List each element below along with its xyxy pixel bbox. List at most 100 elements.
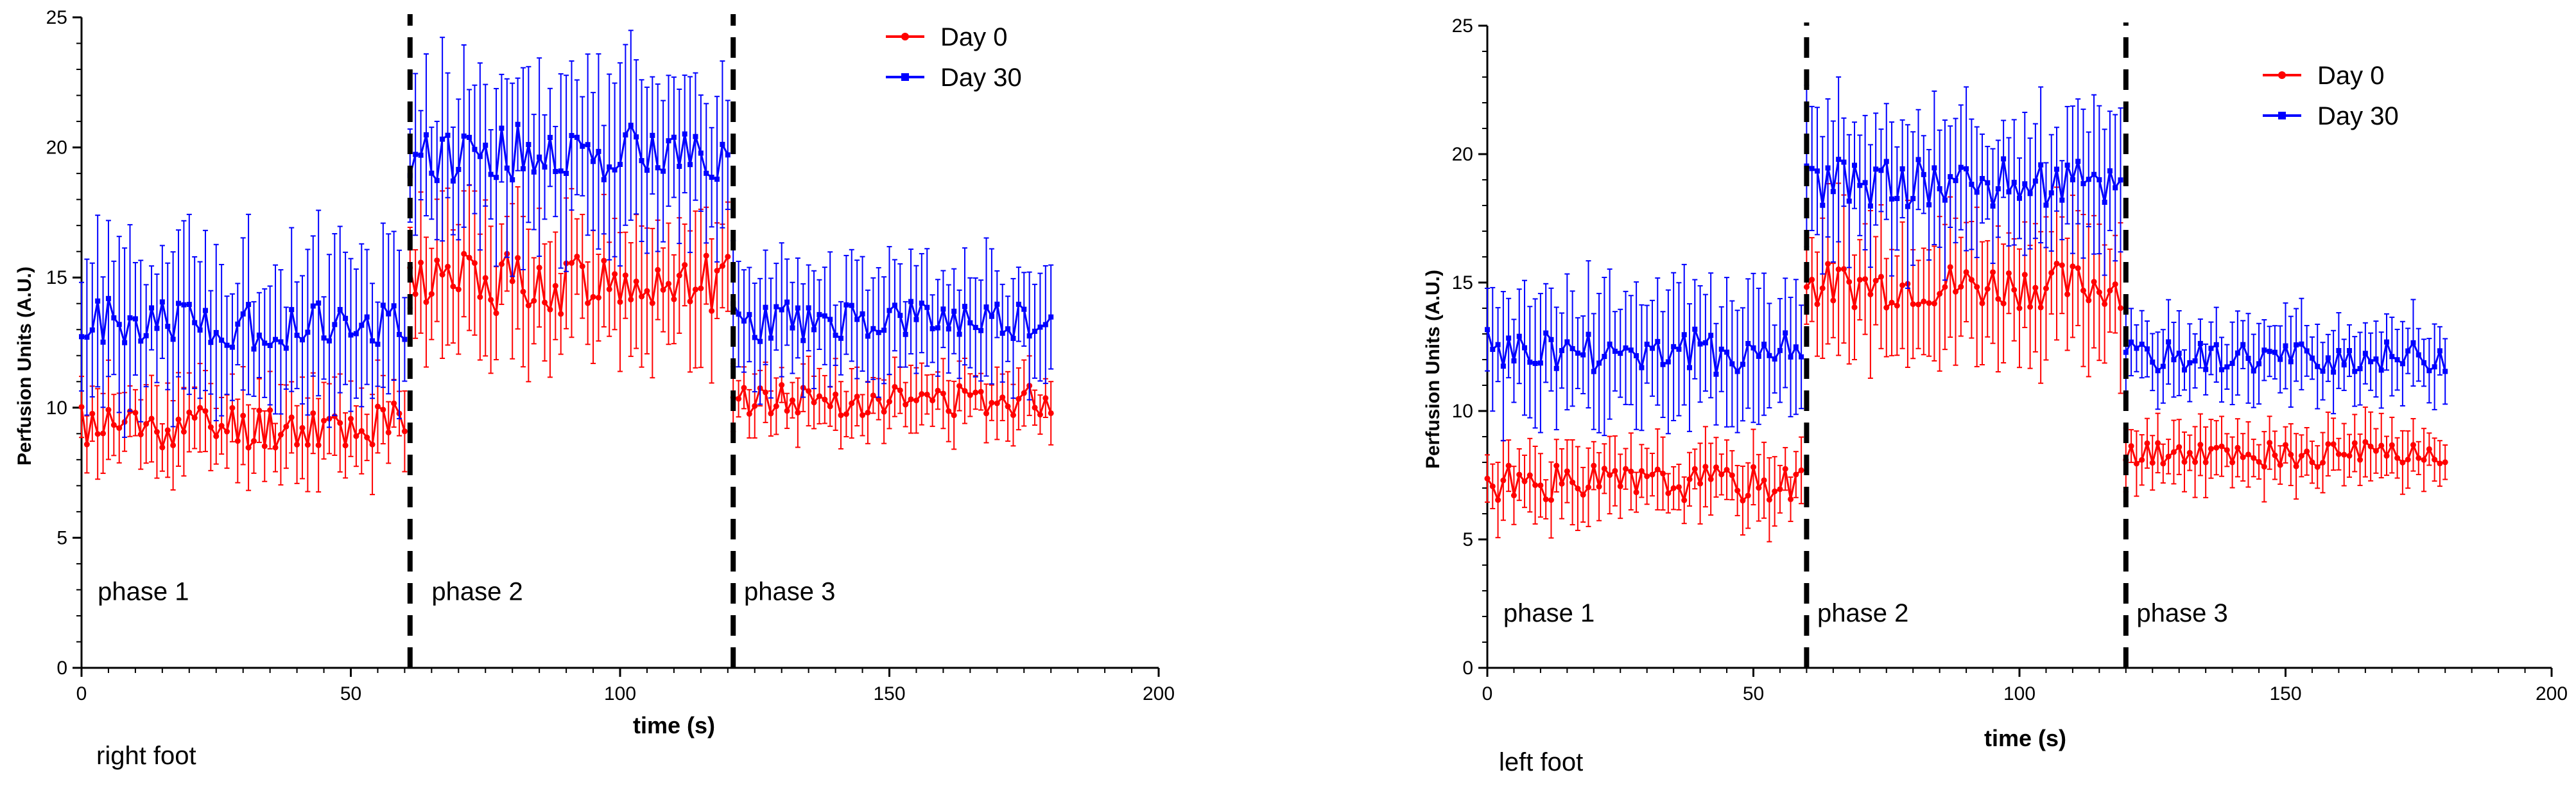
right-day30-point (273, 336, 279, 342)
right-day0-point (666, 281, 672, 287)
left-day0-point (2416, 455, 2422, 461)
left-day30-point (1772, 356, 1777, 362)
left-day30-point (1878, 168, 1884, 173)
right-day0-point (175, 416, 182, 423)
right-day30-point (397, 331, 402, 337)
left-day30-point (2288, 359, 2294, 365)
left-day30-point (2171, 357, 2177, 363)
right-day0-point (714, 268, 720, 274)
right-day30-point (186, 302, 192, 308)
left-day30-point (1527, 359, 1533, 365)
left-day0-point (1867, 291, 1874, 297)
right-day30-point (644, 168, 650, 173)
right-day0-point (261, 443, 268, 450)
left-day30-point (2421, 360, 2427, 365)
right-day30-point (499, 125, 505, 131)
right-day0-point (180, 428, 187, 435)
right-day30-point (687, 162, 693, 168)
left-day0-point (2298, 453, 2304, 459)
right-day30-point (569, 133, 575, 139)
left-day0-point (1772, 488, 1778, 494)
right-day30-point (434, 178, 440, 184)
right-day30-point (736, 311, 741, 317)
left-day30-point (2309, 355, 2315, 361)
right-day30-point (585, 142, 591, 148)
right-day30-point (838, 335, 843, 341)
left-day30-point (2410, 340, 2416, 345)
right-x-tick-label: 50 (340, 683, 361, 704)
right-day0-point (983, 410, 990, 417)
right-day30-point (116, 322, 122, 328)
left-day0-point (1654, 466, 1661, 473)
right-plot-area: 0 50 100 150 200 0 5 10 15 20 25 (46, 7, 1175, 704)
right-day0-point (671, 296, 677, 302)
right-day0-point (434, 257, 440, 263)
right-day30-point (154, 326, 160, 331)
right-day30-point (989, 313, 994, 319)
left-day30-point (2123, 349, 2129, 355)
left-day30-point (1857, 182, 1863, 188)
left-day0-point (2325, 441, 2331, 447)
right-day30-point (999, 330, 1005, 336)
right-day30-point (962, 304, 967, 310)
right-day0-point (919, 391, 925, 397)
left-day30-point (2096, 177, 2102, 182)
left-day0-point (1623, 466, 1629, 472)
right-day30-point (919, 301, 924, 306)
left-day0-point (1617, 483, 1623, 489)
left-day0-point (1500, 477, 1507, 484)
left-day0-point (1984, 286, 1991, 292)
right-day0-point (585, 300, 591, 306)
right-day0-point (967, 392, 973, 398)
right-day30-point (402, 336, 408, 342)
right-day30-point (972, 324, 978, 330)
left-day30-point (1697, 341, 1703, 347)
right-day30-point (607, 164, 612, 170)
right-day30-point (418, 152, 424, 158)
right-day0-point (153, 429, 160, 435)
right-day30-point (138, 338, 144, 344)
right-day0-point (725, 254, 731, 260)
right-day30-point (488, 171, 494, 177)
left-day30-point (2304, 348, 2310, 354)
right-day0-point (218, 423, 225, 429)
left-day0-point (1915, 301, 1921, 308)
right-day30-point (440, 136, 445, 142)
left-y-axis-title: Perfusion Units (A.U.) (1422, 270, 1444, 469)
left-day30-point (2059, 197, 2065, 203)
left-day30-point (2219, 367, 2225, 372)
left-day0-point (2267, 439, 2273, 446)
right-day0-point (89, 410, 96, 417)
left-day30-point (1623, 345, 1629, 351)
right-day30-point (967, 320, 973, 326)
left-day30-point (2320, 368, 2326, 374)
right-day30-point (1005, 326, 1011, 332)
left-day0-point (1942, 284, 1948, 290)
left-day0-point (1612, 467, 1618, 474)
left-day0-point (1782, 466, 1788, 472)
right-day30-point (817, 311, 822, 317)
right-day30-point (127, 315, 133, 320)
right-day0-point (105, 406, 112, 413)
left-x-tick-label: 0 (1482, 683, 1493, 704)
left-day30-point (2118, 177, 2123, 183)
left-day30-point (2362, 351, 2368, 356)
right-day30-point (800, 338, 806, 344)
right-day30-point (122, 340, 128, 345)
right-day30-point (364, 314, 370, 320)
right-day30-point (456, 166, 462, 172)
right-day30-point (612, 167, 618, 173)
left-day30-point (1548, 336, 1554, 342)
right-day0-point (466, 254, 472, 261)
left-day30-point (1814, 168, 1820, 174)
right-day0-point (568, 260, 575, 266)
right-y-tick-label: 0 (56, 658, 67, 679)
left-day30-point (2352, 369, 2358, 374)
right-day0-point (358, 428, 365, 434)
left-day30-point (2267, 349, 2272, 354)
left-day0-point (2367, 443, 2374, 450)
left-day0-point (1495, 497, 1501, 503)
right-day30-point (267, 342, 273, 348)
right-day0-point (595, 295, 601, 301)
left-day30-point (1793, 344, 1799, 350)
